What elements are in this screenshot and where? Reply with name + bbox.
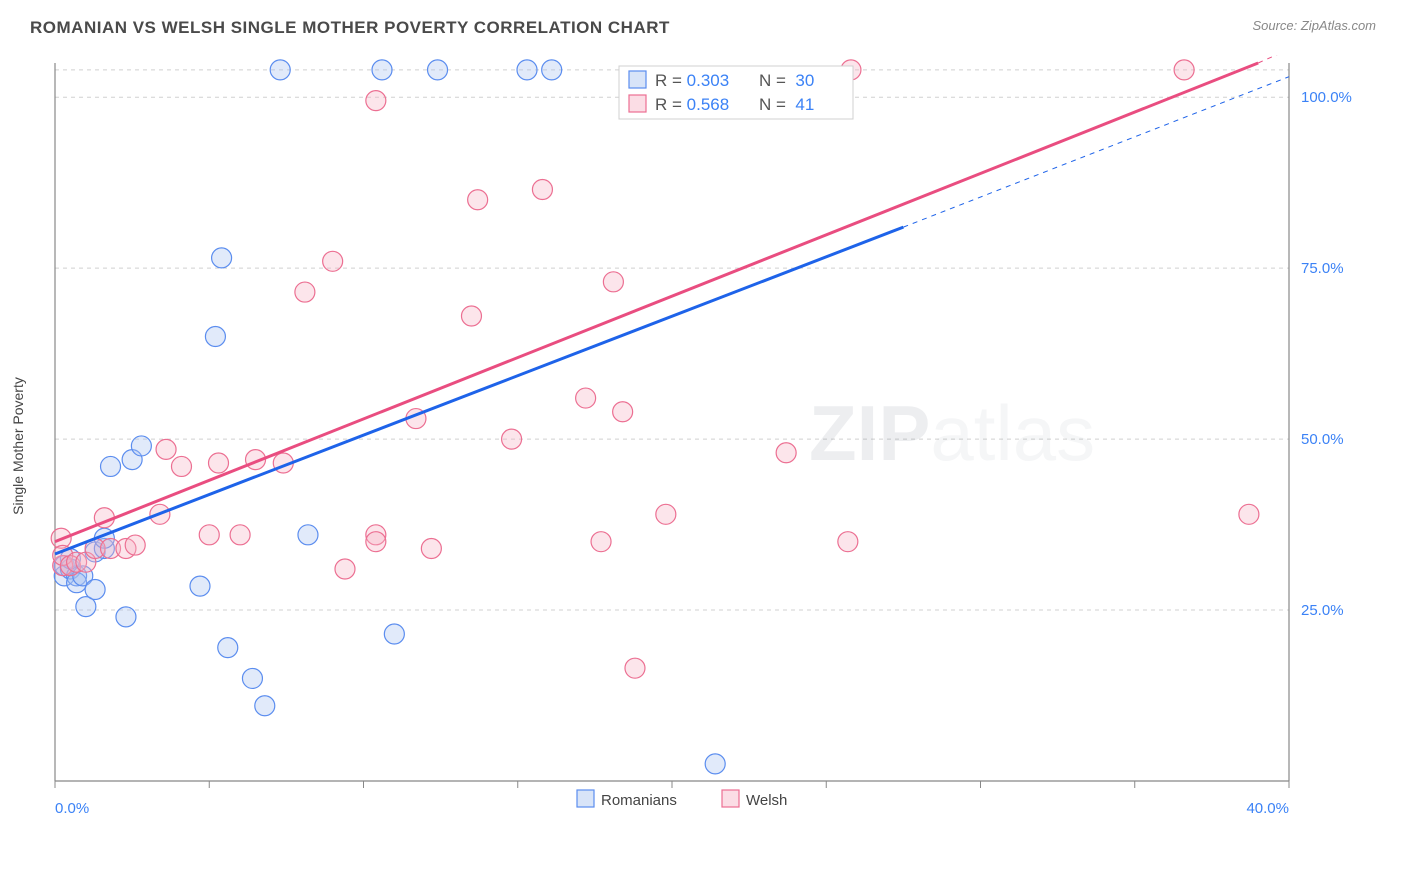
svg-text:ZIPatlas: ZIPatlas (809, 389, 1095, 477)
svg-text:Welsh: Welsh (746, 792, 787, 809)
plot-area: ZIPatlas 0.0% 40.0% 25.0% 50.0% 75.0% 100.0% R … (49, 55, 1365, 823)
chart-title: ROMANIAN VS WELSH SINGLE MOTHER POVERTY … (30, 18, 670, 37)
chart-svg: ZIPatlas 0.0% 40.0% 25.0% 50.0% 75.0% 100.0% R … (49, 55, 1365, 823)
svg-text:0.0%: 0.0% (55, 800, 89, 817)
svg-text:25.0%: 25.0% (1301, 602, 1344, 619)
svg-text:50.0%: 50.0% (1301, 431, 1344, 448)
svg-text:40.0%: 40.0% (1246, 800, 1289, 817)
source-attribution: Source: ZipAtlas.com (1252, 18, 1376, 33)
svg-text:N = 41: N = 41 (759, 95, 814, 114)
y-axis-label: Single Mother Poverty (10, 377, 26, 515)
svg-text:R = 0.568: R = 0.568 (655, 95, 729, 114)
svg-text:100.0%: 100.0% (1301, 89, 1352, 106)
svg-text:Romanians: Romanians (601, 792, 677, 809)
svg-text:N = 30: N = 30 (759, 71, 814, 90)
header-bar: ROMANIAN VS WELSH SINGLE MOTHER POVERTY … (30, 18, 1376, 48)
svg-text:75.0%: 75.0% (1301, 260, 1344, 277)
svg-text:R = 0.303: R = 0.303 (655, 71, 729, 90)
